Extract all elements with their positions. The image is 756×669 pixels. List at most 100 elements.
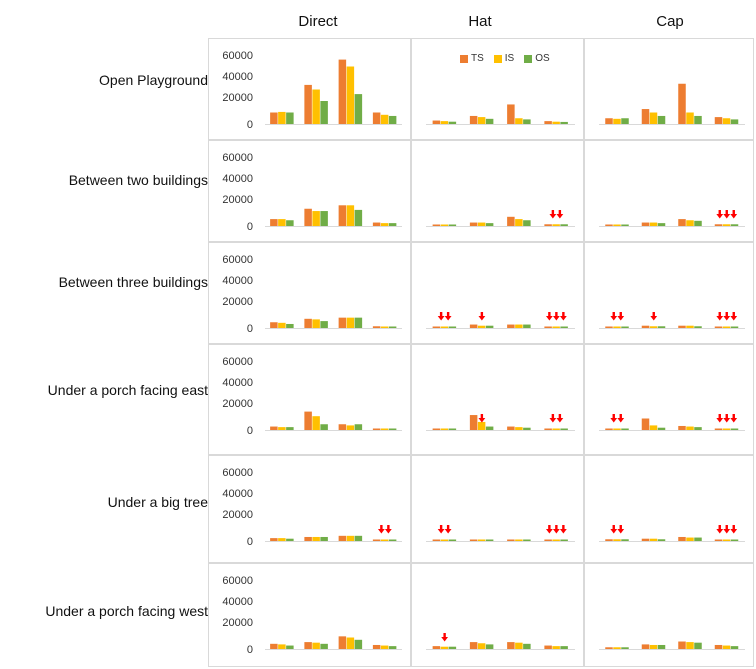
bar-os: [560, 121, 568, 124]
bar-os: [320, 536, 328, 541]
bar-ts: [432, 120, 441, 124]
down-arrow-icon: [437, 312, 445, 321]
panel-svg-0-1: [426, 104, 575, 125]
y-tick-label: 0: [247, 644, 253, 656]
bar-os: [657, 115, 666, 124]
panel-svg-5-0: 60000 40000 20000 0: [222, 575, 402, 656]
bar-is: [477, 421, 486, 430]
bar-is: [440, 121, 449, 124]
panel-svg-1-0: 60000 40000 20000 0: [222, 152, 402, 233]
bar-is: [552, 428, 560, 430]
bar-os: [730, 539, 739, 541]
down-arrow-icon: [716, 210, 724, 219]
panel-0-2: [584, 38, 754, 140]
bar-is: [278, 219, 286, 226]
bar-is: [552, 121, 560, 124]
bar-ts: [641, 644, 650, 649]
bar-os: [657, 427, 666, 430]
bar-is: [312, 536, 320, 541]
down-arrow-icon: [716, 414, 724, 423]
legend-label-ts: TS: [471, 53, 484, 64]
bar-ts: [469, 539, 478, 541]
y-tick-label: 60000: [222, 575, 253, 587]
y-tick-label: 0: [247, 323, 253, 335]
bar-os: [485, 426, 494, 430]
row-label-between-two-buildings: Between two buildings: [68, 172, 208, 188]
down-arrow-icon: [549, 210, 557, 219]
bar-os: [523, 119, 531, 124]
bar-os: [560, 646, 568, 649]
y-tick-label: 40000: [222, 377, 253, 389]
bar-ts: [432, 646, 441, 649]
bar-os: [354, 424, 363, 430]
panel-svg-1-2: [599, 210, 745, 227]
bar-ts: [338, 59, 347, 124]
down-arrow-icon: [552, 312, 560, 321]
bar-ts: [605, 326, 613, 328]
bar-ts: [469, 415, 478, 430]
bar-ts: [338, 535, 347, 541]
bar-is: [613, 647, 621, 649]
y-tick-label: 60000: [222, 50, 253, 62]
bar-is: [613, 428, 621, 430]
bar-ts: [372, 539, 381, 541]
bar-ts: [678, 641, 686, 649]
bar-os: [560, 428, 568, 430]
y-tick-label: 40000: [222, 71, 253, 83]
down-arrow-icon: [723, 312, 731, 321]
panel-svg-5-1: [426, 633, 575, 650]
down-arrow-icon: [377, 525, 385, 534]
bar-is: [380, 223, 389, 226]
bar-os: [694, 537, 702, 541]
bar-is: [722, 645, 731, 649]
bar-ts: [605, 647, 613, 649]
bar-ts: [338, 317, 347, 328]
bar-os: [320, 101, 328, 124]
bar-os: [448, 428, 457, 430]
panel-svg-3-1: [426, 414, 575, 431]
bar-ts: [714, 326, 723, 328]
bar-os: [523, 324, 531, 328]
bar-ts: [507, 104, 515, 124]
bar-ts: [432, 224, 441, 226]
bar-is: [380, 539, 389, 541]
bar-ts: [544, 539, 552, 541]
bar-ts: [714, 428, 723, 430]
legend: TS IS OS: [460, 53, 550, 64]
down-arrow-icon: [559, 525, 567, 534]
bar-is: [346, 317, 355, 328]
bar-is: [278, 644, 286, 649]
bar-os: [694, 220, 702, 226]
bar-is: [686, 325, 694, 328]
bar-is: [649, 326, 658, 328]
y-tick-label: 0: [247, 425, 253, 437]
bar-is: [477, 325, 486, 328]
down-arrow-icon: [552, 525, 560, 534]
bar-os: [560, 224, 568, 226]
bar-os: [354, 317, 363, 328]
bar-ts: [304, 318, 312, 328]
panel-svg-4-2: [599, 525, 745, 542]
down-arrow-icon: [478, 414, 486, 423]
bar-os: [354, 94, 363, 124]
y-tick-label: 0: [247, 119, 253, 131]
bar-os: [523, 539, 531, 541]
bar-is: [613, 118, 621, 124]
bar-is: [278, 538, 286, 541]
bar-os: [388, 539, 397, 541]
bar-ts: [678, 536, 686, 541]
y-tick-label: 20000: [222, 296, 253, 308]
bar-is: [613, 326, 621, 328]
down-arrow-icon: [384, 525, 392, 534]
bar-is: [649, 425, 658, 430]
column-header-cap: Cap: [656, 13, 684, 30]
bar-is: [477, 222, 486, 226]
bar-is: [477, 643, 486, 649]
down-arrow-icon: [545, 312, 553, 321]
bar-os: [523, 220, 531, 226]
panel-svg-1-1: [426, 210, 575, 227]
bar-ts: [304, 536, 312, 541]
bar-ts: [270, 426, 278, 430]
bar-ts: [432, 326, 441, 328]
